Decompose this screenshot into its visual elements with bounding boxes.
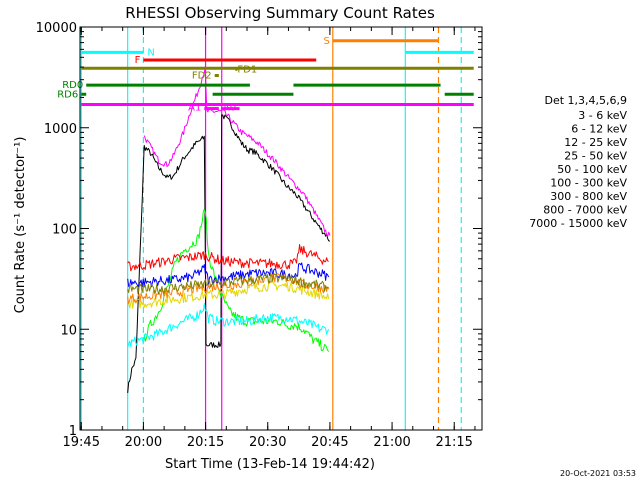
- legend-entry: 12 - 25 keV: [564, 136, 627, 149]
- x-tick-label: 19:45: [63, 435, 100, 450]
- x-tick-label: 20:45: [311, 435, 348, 450]
- series-line: [127, 114, 330, 393]
- flag-label: FD1: [237, 64, 257, 75]
- series-line: [127, 273, 330, 305]
- plot-axes: 19:45 20:00 20:15 20:30 20:45 21:00 21:15 1 10 10…: [36, 21, 483, 450]
- legend-entry: 25 - 50 keV: [564, 150, 627, 163]
- y-tick-label: 1000: [44, 122, 77, 137]
- legend-entry: 100 - 300 keV: [550, 177, 627, 190]
- x-axis-label: Start Time (13-Feb-14 19:44:42): [165, 457, 375, 472]
- flag-label: FD2: [192, 71, 212, 82]
- legend-entry: 300 - 800 keV: [550, 190, 627, 203]
- legend-entry: 800 - 7000 keV: [543, 204, 627, 217]
- x-tick-label: 20:30: [249, 435, 286, 450]
- series-line: [127, 273, 329, 295]
- flag-label: A1: [188, 103, 201, 114]
- x-tick-label: 21:00: [373, 435, 410, 450]
- y-axis-label: Count Rate (s⁻¹ detector⁻¹): [13, 137, 28, 314]
- y-tick-label: 10: [60, 323, 77, 338]
- y-tick-label: 10000: [36, 21, 77, 36]
- flag-label: S: [323, 36, 329, 47]
- series-line: [143, 208, 330, 352]
- y-tick-label: 1: [69, 424, 77, 439]
- flag-label: F: [135, 55, 141, 66]
- series-line: [127, 262, 330, 288]
- legend-entry: 50 - 100 keV: [557, 163, 627, 176]
- generated-date: 20-Oct-2021 03:53: [560, 469, 636, 478]
- legend-entry: 3 - 6 keV: [578, 109, 627, 122]
- y-tick-label: 100: [52, 223, 77, 238]
- flag-label: A0: [223, 103, 236, 114]
- chart-title: RHESSI Observing Summary Count Rates: [125, 4, 435, 22]
- series-line: [143, 66, 331, 237]
- series-line: [127, 280, 330, 309]
- data-series: [127, 66, 331, 393]
- x-tick-label: 20:00: [125, 435, 162, 450]
- flag-label: N: [147, 47, 154, 58]
- x-tick-label: 21:15: [435, 435, 472, 450]
- x-tick-label: 20:15: [187, 435, 224, 450]
- legend-title: Det 1,3,4,5,6,9: [544, 94, 627, 107]
- flag-label: RD6: [57, 89, 78, 100]
- legend-entry: 6 - 12 keV: [571, 123, 627, 136]
- series-line: [127, 244, 329, 272]
- flag-label: RD0: [62, 80, 83, 91]
- series-line: [127, 302, 330, 348]
- legend-entry: 7000 - 15000 keV: [529, 217, 627, 230]
